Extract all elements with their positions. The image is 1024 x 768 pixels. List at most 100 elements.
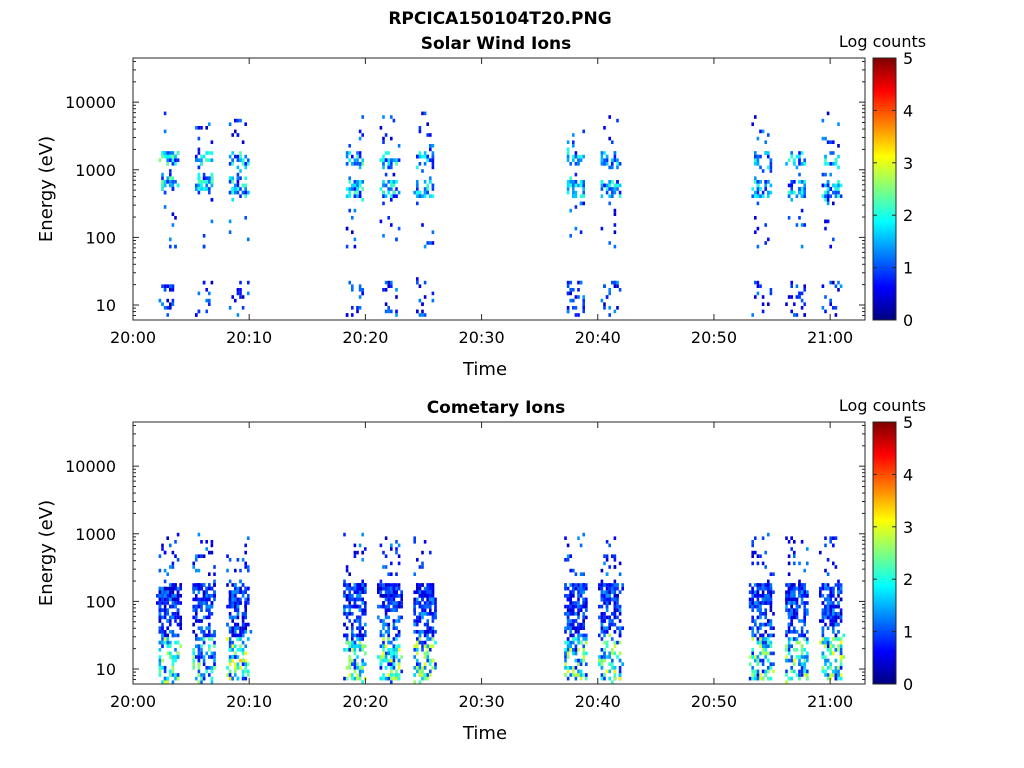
spectrogram-cell — [384, 280, 388, 285]
spectrogram-cell — [397, 604, 401, 609]
spectrogram-cell — [613, 594, 617, 598]
spectrogram-cell — [384, 151, 388, 155]
spectrogram-cell — [169, 651, 172, 656]
spectrogram-cell — [236, 655, 240, 659]
spectrogram-cell — [748, 662, 752, 666]
spectrogram-cell — [566, 615, 570, 620]
spectrogram-cell — [832, 543, 835, 548]
spectrogram-cell — [166, 676, 169, 681]
spectrogram-cell — [163, 284, 167, 288]
spectrogram-cell — [431, 144, 435, 148]
spectrogram-cell — [429, 144, 432, 148]
spectrogram-cell — [379, 655, 383, 659]
spectrogram-cell — [202, 172, 206, 177]
spectrogram-cell — [392, 644, 396, 648]
spectrogram-cell — [236, 615, 240, 620]
spectrogram-cell — [239, 630, 242, 634]
spectrogram-cell — [205, 180, 208, 184]
spectrogram-cell — [174, 633, 177, 638]
spectrogram-cell — [582, 648, 585, 652]
spectrogram-cell — [824, 608, 827, 612]
spectrogram-cell — [566, 637, 570, 641]
spectrogram-cell — [795, 630, 799, 634]
spectrogram-cell — [244, 615, 247, 620]
spectrogram-cell — [785, 601, 788, 605]
spectrogram-cell — [200, 648, 203, 652]
colorbar-tick-label: 0 — [903, 311, 913, 330]
spectrogram-cell — [603, 597, 606, 602]
spectrogram-cell — [806, 608, 809, 612]
spectrogram-cell — [416, 648, 419, 652]
spectrogram-cell — [839, 615, 843, 620]
spectrogram-cell — [569, 298, 572, 303]
spectrogram-cell — [356, 594, 359, 598]
spectrogram-cell — [418, 590, 422, 594]
spectrogram-cell — [231, 597, 234, 602]
spectrogram-cell — [787, 216, 791, 220]
spectrogram-cell — [205, 183, 208, 188]
spectrogram-cell — [839, 608, 843, 612]
spectrogram-cell — [163, 579, 167, 584]
spectrogram-cell — [605, 187, 609, 191]
spectrogram-cell — [382, 140, 385, 144]
spectrogram-cell — [608, 288, 611, 292]
spectrogram-cell — [239, 176, 242, 180]
spectrogram-cell — [348, 612, 351, 616]
spectrogram-cell — [426, 154, 429, 159]
spectrogram-cell — [803, 655, 806, 659]
spectrogram-cell — [824, 172, 827, 177]
spectrogram-cell — [384, 309, 388, 314]
spectrogram-cell — [837, 180, 840, 184]
spectrogram-cell — [837, 601, 840, 605]
spectrogram-cell — [821, 619, 825, 623]
spectrogram-cell — [800, 162, 804, 166]
spectrogram-cell — [579, 543, 583, 548]
spectrogram-cell — [361, 133, 364, 137]
spectrogram-cell — [200, 154, 203, 159]
spectrogram-cell — [208, 644, 211, 648]
spectrogram-cell — [174, 244, 177, 249]
spectrogram-cell — [169, 284, 172, 288]
spectrogram-cell — [829, 244, 832, 249]
spectrogram-cell — [358, 673, 362, 677]
spectrogram-cell — [603, 306, 606, 310]
spectrogram-cell — [200, 583, 203, 587]
spectrogram-cell — [608, 655, 611, 659]
spectrogram-cell — [834, 194, 838, 198]
spectrogram-cell — [564, 612, 567, 616]
spectrogram-cell — [829, 172, 832, 177]
spectrogram-cell — [829, 622, 832, 627]
spectrogram-cell — [392, 194, 396, 198]
spectrogram-cell — [603, 658, 606, 663]
spectrogram-cell — [608, 241, 611, 245]
spectrogram-cell — [171, 298, 175, 303]
spectrogram-cell — [613, 280, 617, 285]
colorbar-tick-label: 1 — [903, 259, 913, 278]
spectrogram-cell — [429, 608, 432, 612]
spectrogram-cell — [395, 309, 398, 314]
spectrogram-cell — [200, 680, 203, 684]
spectrogram-cell — [351, 673, 354, 677]
spectrogram-cell — [416, 601, 419, 605]
spectrogram-cell — [236, 180, 240, 184]
spectrogram-cell — [343, 633, 346, 638]
spectrogram-cell — [228, 676, 232, 681]
spectrogram-cell — [616, 118, 619, 123]
spectrogram-cell — [197, 165, 201, 170]
spectrogram-cell — [787, 615, 791, 620]
spectrogram-cell — [416, 590, 419, 594]
spectrogram-cell — [806, 590, 809, 594]
spectrogram-cell — [611, 190, 614, 195]
spectrogram-cell — [764, 640, 767, 645]
colorbar-frame — [872, 421, 897, 685]
spectrogram-cell — [171, 615, 175, 620]
spectrogram-cell — [390, 136, 393, 141]
spectrogram-cell — [228, 594, 232, 598]
spectrogram-cell — [837, 583, 840, 587]
spectrogram-cell — [210, 219, 214, 224]
spectrogram-cell — [429, 597, 432, 602]
spectrogram-cell — [208, 597, 211, 602]
spectrogram-cell — [210, 676, 214, 681]
spectrogram-cell — [824, 586, 827, 591]
spectrogram-cell — [764, 550, 767, 555]
